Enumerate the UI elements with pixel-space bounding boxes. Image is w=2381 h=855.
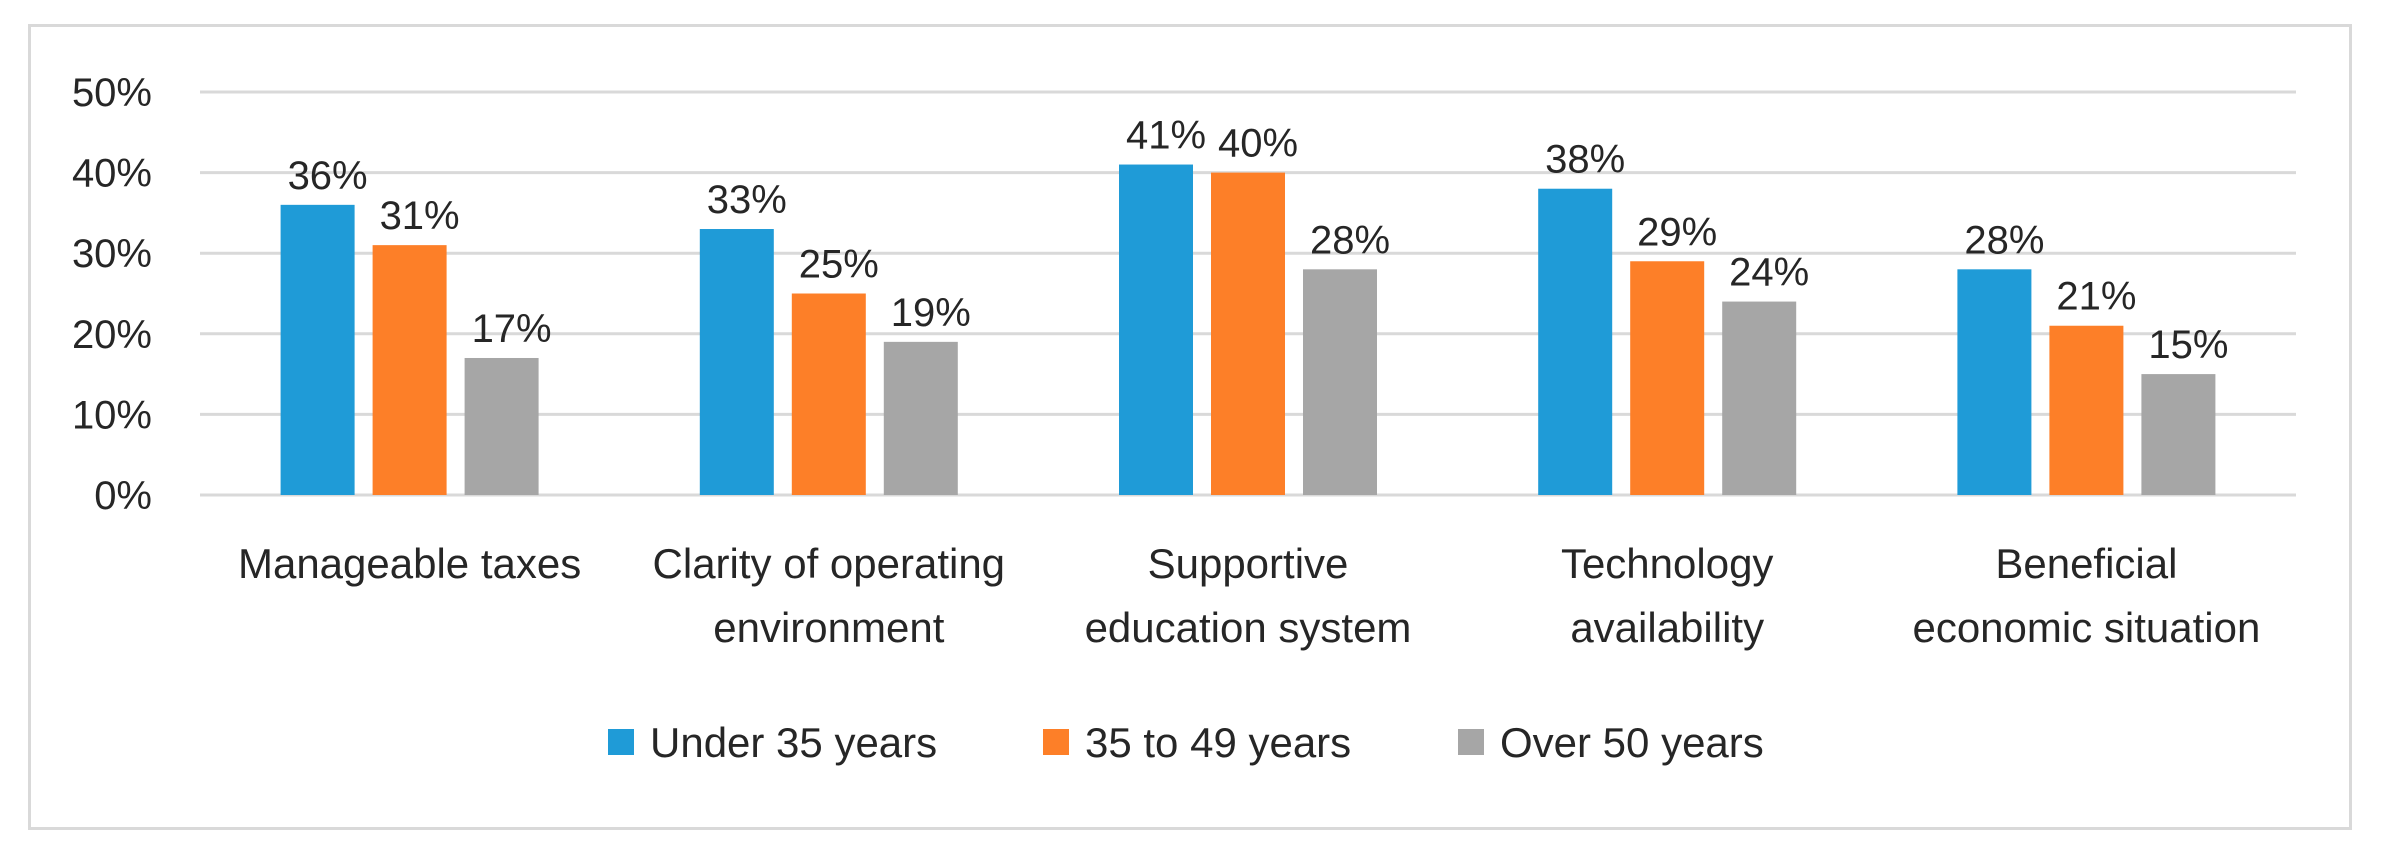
legend-swatch [1458, 729, 1484, 755]
bar [1211, 172, 1285, 495]
legend-label: Over 50 years [1500, 719, 1764, 766]
bar [1630, 261, 1705, 495]
data-label: 29% [1637, 210, 1717, 254]
legend-label: 35 to 49 years [1085, 719, 1351, 766]
legend-swatch [608, 729, 634, 755]
data-label: 41% [1126, 114, 1206, 158]
bars [280, 164, 2216, 496]
x-category-label: Supportive [1148, 540, 1349, 587]
bar [1538, 188, 1613, 495]
bar [372, 245, 447, 495]
x-category-label: Technology [1561, 540, 1773, 587]
y-tick-label: 0% [94, 474, 152, 518]
y-axis-ticks: 0% 10% 20% 30% 40% 50% [72, 71, 152, 518]
legend: Under 35 years 35 to 49 years Over 50 year… [608, 719, 1764, 766]
y-tick-label: 10% [72, 393, 152, 437]
y-tick-label: 40% [72, 152, 152, 196]
category-labels: Manageable taxes Clarity of operating envi… [238, 540, 2260, 651]
data-label: 38% [1545, 138, 1625, 182]
bar [791, 293, 866, 495]
x-category-label: education system [1085, 604, 1412, 651]
data-label: 19% [891, 291, 971, 335]
bar [883, 341, 958, 495]
x-category-label: economic situation [1912, 604, 2260, 651]
bar [280, 204, 355, 495]
bar [464, 357, 539, 495]
bar [2049, 325, 2124, 495]
bar [2141, 374, 2216, 495]
data-label: 17% [472, 307, 552, 351]
data-label: 25% [799, 243, 879, 287]
bar [1303, 269, 1377, 495]
data-label: 28% [1964, 218, 2044, 262]
x-category-label: Beneficial [1995, 540, 2177, 587]
data-labels: 36% 31% 17% 33% 25% 19% 41% 40% 28% 38% 29% 24% 28% 2… [288, 114, 2229, 368]
x-category-label: Clarity of operating [653, 540, 1006, 587]
legend-swatch [1043, 729, 1069, 755]
legend-label: Under 35 years [650, 719, 937, 766]
data-label: 15% [2148, 323, 2228, 367]
data-label: 33% [707, 178, 787, 222]
y-tick-label: 20% [72, 313, 152, 357]
data-label: 24% [1729, 251, 1809, 295]
bar [1957, 269, 2032, 495]
data-label: 28% [1310, 218, 1390, 262]
x-category-label: environment [713, 604, 944, 651]
bar [1722, 301, 1797, 495]
y-tick-label: 30% [72, 232, 152, 276]
data-label: 40% [1218, 122, 1298, 166]
x-category-label: Manageable taxes [238, 540, 581, 587]
data-label: 36% [288, 154, 368, 198]
bar [699, 229, 774, 495]
y-tick-label: 50% [72, 71, 152, 115]
bar [1119, 164, 1193, 496]
data-label: 31% [380, 194, 460, 238]
x-category-label: availability [1570, 604, 1764, 651]
data-label: 21% [2056, 275, 2136, 319]
